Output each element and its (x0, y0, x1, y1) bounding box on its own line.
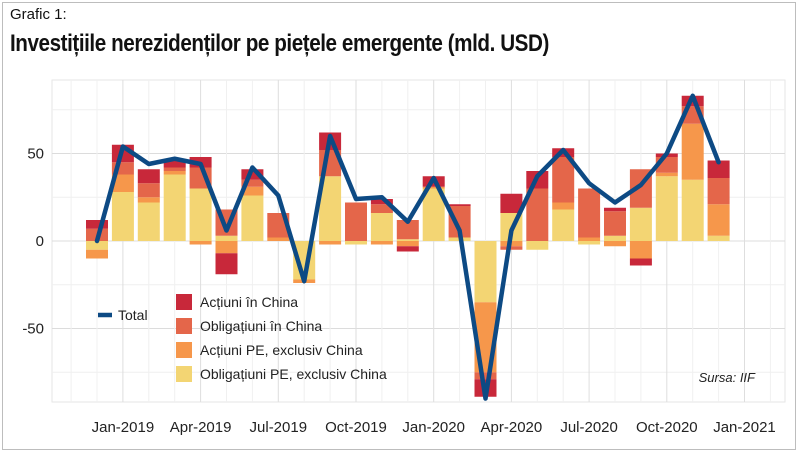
bar-segment (578, 237, 601, 241)
legend-swatch (176, 318, 192, 334)
legend-label: Acțiuni PE, exclusiv China (200, 342, 363, 358)
bar-segment (163, 167, 186, 171)
bar-segment (681, 123, 704, 180)
source-note: Sursa: IIF (699, 370, 756, 385)
bar-segment (448, 206, 471, 238)
bar-segment (681, 179, 704, 241)
bar-segment (474, 372, 497, 380)
bar-segment (655, 176, 678, 241)
bar-segment (396, 241, 419, 247)
bar-segment (526, 188, 549, 241)
bar-segment (370, 204, 393, 213)
bar-segment (604, 235, 626, 241)
bar-segment (655, 172, 678, 177)
legend-label: Obligațiuni PE, exclusiv China (200, 366, 387, 382)
bar-segment (267, 237, 290, 241)
bar-segment (604, 241, 626, 247)
x-tick-label: Jan-2020 (402, 419, 465, 436)
bar-segment (629, 241, 652, 259)
x-tick-label: Jan-2019 (92, 419, 155, 436)
y-tick-label: 0 (36, 233, 44, 250)
x-tick-label: Apr-2019 (170, 419, 232, 436)
bar-segment (189, 188, 212, 241)
bar-segment (604, 211, 626, 236)
bar-segment (552, 209, 575, 241)
bar-segment (345, 202, 367, 241)
bar-segment (474, 241, 497, 303)
y-tick-label: -50 (22, 321, 44, 338)
bar-segment (526, 241, 549, 250)
x-tick-label: Oct-2019 (325, 419, 387, 436)
bar-segment (189, 241, 212, 245)
bar-segment (370, 199, 393, 205)
x-tick-label: Jan-2021 (713, 419, 776, 436)
bar-segment (241, 186, 264, 196)
bar-segment (396, 239, 419, 241)
bar-segment (448, 204, 471, 206)
bar-segment (111, 192, 134, 241)
bar-segment (707, 235, 730, 241)
bar-segment (500, 246, 523, 250)
bar-segment (137, 169, 160, 184)
bar-segment (345, 241, 367, 245)
legend-label: Obligațiuni în China (200, 318, 322, 334)
bar-segment (707, 160, 730, 178)
legend-swatch (176, 294, 192, 310)
bar-segment (629, 207, 652, 241)
bar-segment (319, 241, 342, 245)
bar-segment (707, 178, 730, 205)
chart-title: Investițiile nerezidenților pe piețele e… (10, 30, 549, 57)
legend-swatch (176, 366, 192, 382)
bar-segment (578, 188, 601, 238)
bar-segment (163, 174, 186, 241)
bar-segment (137, 197, 160, 203)
bar-segment (422, 188, 445, 241)
bar-segment (370, 241, 393, 245)
bar-segment (396, 220, 419, 240)
bar-segment (86, 220, 108, 229)
x-tick-label: Jul-2020 (560, 419, 618, 436)
bar-segment (604, 207, 626, 212)
bar-segment (163, 171, 186, 175)
legend-swatch (176, 342, 192, 358)
bar-segment (241, 179, 264, 187)
bar-segment (163, 160, 186, 168)
legend-label: Acțiuni în China (200, 294, 298, 310)
chart-frame (2, 2, 796, 450)
chart-label: Grafic 1: (10, 6, 67, 23)
bar-segment (707, 204, 730, 236)
bar-segment (370, 213, 393, 241)
bar-segment (422, 186, 445, 189)
bar-segment (137, 183, 160, 198)
bar-segment (396, 246, 419, 252)
bar-segment (215, 235, 238, 241)
bar-segment (86, 241, 108, 250)
total-line (94, 93, 721, 401)
bar-segment (552, 157, 575, 203)
legend-label-total: Total (118, 307, 148, 323)
x-tick-label: Apr-2020 (481, 419, 543, 436)
bar-segment (578, 241, 601, 245)
bar-segment (215, 253, 238, 275)
bar-segment (241, 195, 264, 241)
bar-segment (111, 174, 134, 192)
x-tick-label: Jul-2019 (250, 419, 308, 436)
y-tick-label: 50 (27, 146, 44, 163)
x-tick-label: Oct-2020 (636, 419, 698, 436)
bar-segment (552, 202, 575, 210)
bar-segment (137, 202, 160, 241)
bar-segment (629, 258, 652, 266)
bar-segment (215, 241, 238, 254)
bar-segment (500, 193, 523, 213)
bar-segment (319, 176, 342, 241)
bar-segment (241, 169, 264, 180)
bar-segment (86, 249, 108, 259)
